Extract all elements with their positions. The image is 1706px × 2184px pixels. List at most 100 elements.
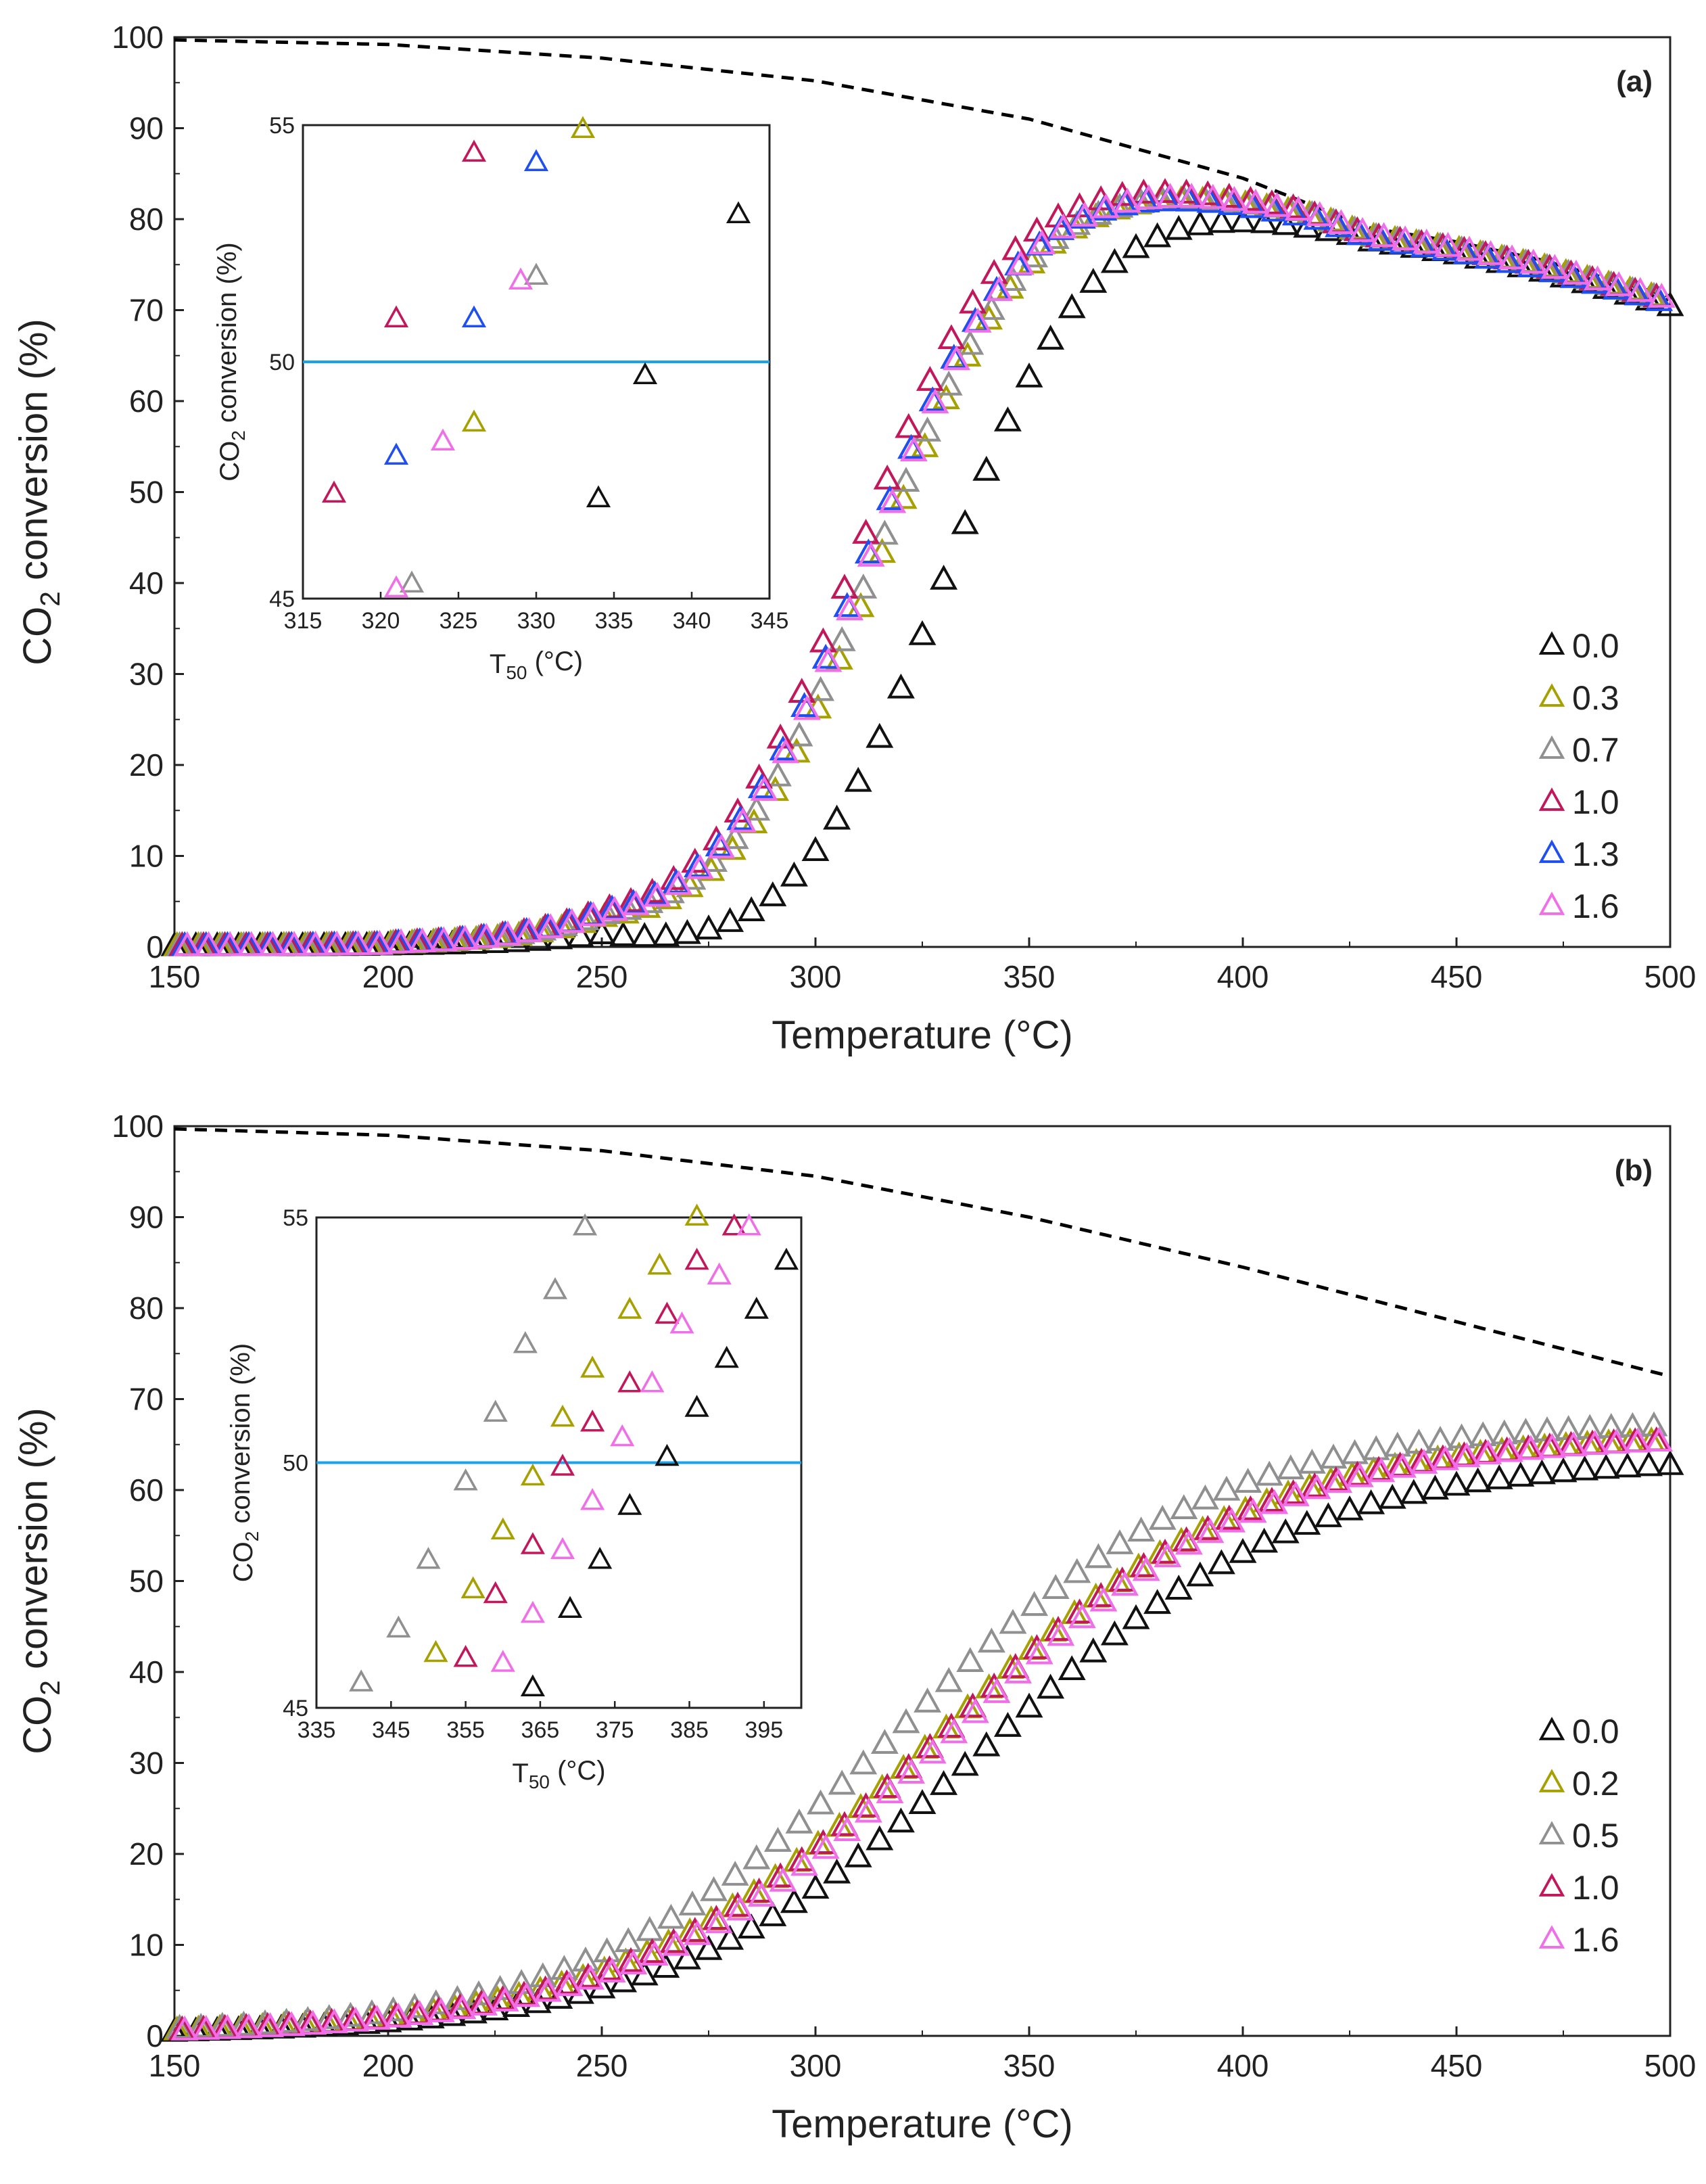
data-point — [814, 647, 843, 672]
data-point — [470, 1991, 498, 2016]
inset-point-1.0 — [684, 1247, 709, 1270]
data-point — [1357, 1489, 1385, 1514]
data-point — [619, 1949, 648, 1975]
inset-y-tick-label: 50 — [283, 1451, 308, 1477]
data-point — [1298, 1448, 1326, 1474]
data-point — [1106, 1529, 1134, 1554]
data-point — [258, 931, 287, 956]
data-point — [558, 908, 586, 933]
data-point — [1442, 1470, 1471, 1496]
data-point — [833, 1816, 861, 1842]
data-point — [870, 519, 899, 545]
legend-marker — [1538, 683, 1565, 707]
inset-point-1.0 — [483, 1581, 508, 1604]
y-tick-label: 90 — [129, 111, 164, 146]
data-point — [763, 761, 792, 787]
data-point — [930, 564, 958, 590]
inset-point-0.2 — [550, 1404, 575, 1427]
x-tick-label: 150 — [149, 959, 201, 994]
inset-point-0.2 — [460, 1576, 485, 1599]
data-point — [1464, 1467, 1492, 1493]
data-point — [235, 2013, 263, 2039]
data-point — [790, 1851, 819, 1876]
data-point — [807, 1789, 835, 1815]
data-point — [1613, 1452, 1642, 1478]
data-point — [552, 1969, 581, 1995]
data-point — [1049, 213, 1078, 239]
inset-point-0.2 — [490, 1517, 515, 1540]
data-point — [873, 464, 901, 490]
data-point — [943, 345, 971, 371]
data-point — [1041, 1574, 1070, 1600]
data-point — [1164, 214, 1193, 240]
data-point — [934, 370, 963, 396]
data-point — [849, 1749, 878, 1775]
data-point — [636, 1915, 664, 1941]
legend-marker — [1538, 1925, 1565, 1949]
data-point — [972, 455, 1001, 481]
data-point — [579, 901, 607, 927]
data-point — [571, 1946, 600, 1972]
inset-point-0.5 — [416, 1547, 441, 1569]
legend-label: 0.5 — [1572, 1817, 1619, 1855]
data-point — [961, 1698, 989, 1723]
data-point — [1250, 1527, 1279, 1553]
inset-point-0.5 — [386, 1615, 411, 1638]
data-point — [844, 1842, 872, 1867]
inset-x-tick-label: 365 — [521, 1717, 560, 1743]
inset-point-0.2 — [520, 1463, 545, 1486]
data-point — [1555, 1415, 1583, 1440]
inset-point-1.3 — [461, 305, 487, 328]
data-point — [911, 432, 939, 457]
data-point — [1388, 1452, 1417, 1478]
data-point — [1477, 239, 1505, 265]
legend-label: 1.6 — [1572, 1921, 1619, 1959]
data-point — [769, 1866, 797, 1892]
y-tick-label: 50 — [129, 1564, 164, 1599]
legend-marker — [1538, 839, 1565, 863]
inset-x-tick-label: 345 — [751, 608, 789, 634]
data-point — [1186, 210, 1214, 235]
data-point — [836, 595, 864, 621]
data-point — [886, 1807, 915, 1833]
data-point — [914, 1687, 942, 1713]
data-point — [1293, 1510, 1321, 1535]
y-tick-label: 10 — [129, 1928, 164, 1963]
data-point — [630, 922, 659, 947]
data-point — [1426, 1426, 1454, 1451]
y-tick-label: 30 — [129, 657, 164, 692]
data-point — [1626, 277, 1655, 302]
series-1.6 — [170, 1426, 1674, 2041]
data-point — [1151, 178, 1179, 203]
data-point — [1111, 1571, 1139, 1596]
inset-point-0.5 — [573, 1213, 598, 1236]
data-point — [1533, 1416, 1561, 1441]
data-point — [600, 896, 629, 921]
data-point — [1234, 1468, 1262, 1493]
data-point — [678, 1890, 707, 1915]
data-point — [1469, 1421, 1497, 1447]
inset-point-0.3 — [570, 116, 596, 139]
inset-x-tick-label: 375 — [596, 1717, 634, 1743]
data-point — [886, 673, 915, 699]
legend-item-0.3: 0.3 — [1538, 679, 1619, 717]
y-tick-label: 70 — [129, 1382, 164, 1417]
data-point — [662, 1930, 690, 1956]
inset-point-0.0 — [586, 485, 611, 508]
data-point — [363, 2004, 392, 2030]
data-point — [1540, 254, 1569, 279]
data-point — [694, 1934, 723, 1960]
inset-point-0.2 — [617, 1297, 642, 1319]
data-point — [515, 917, 544, 942]
data-point — [959, 288, 987, 314]
data-point — [216, 931, 244, 956]
data-point — [870, 1729, 899, 1754]
data-point — [982, 1678, 1011, 1703]
data-point — [854, 1797, 882, 1823]
inset-point-1.6 — [610, 1424, 635, 1447]
data-point — [1028, 229, 1056, 255]
data-point — [916, 365, 944, 391]
y-tick-label: 80 — [129, 1291, 164, 1326]
data-point — [1079, 267, 1108, 293]
data-point — [684, 852, 712, 878]
